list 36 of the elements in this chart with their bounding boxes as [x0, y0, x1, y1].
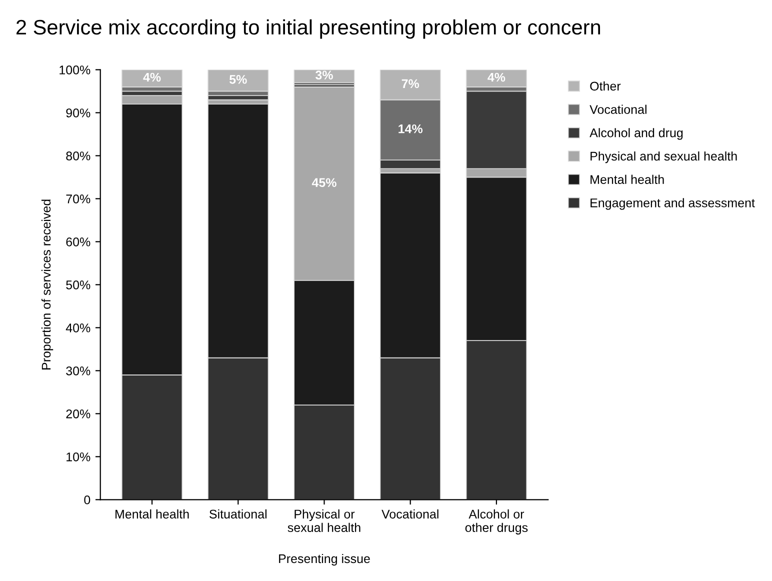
data-label: 5% — [229, 75, 247, 84]
legend-label: Physical and sexual health — [590, 151, 737, 164]
y-tick-label: 50% — [66, 280, 90, 290]
data-label: 7% — [402, 79, 420, 88]
y-axis-title: Proportion of services received — [41, 200, 54, 370]
legend-label: Alcohol and drug — [590, 128, 683, 140]
x-tick-label: Physical or sexual health — [288, 509, 360, 532]
x-tick-label: Vocational — [382, 509, 438, 519]
data-label: 14% — [398, 124, 423, 134]
data-label: 3% — [315, 70, 333, 80]
y-tick-label: 90% — [66, 108, 90, 118]
y-tick-label: 40% — [66, 323, 90, 332]
y-tick-label: 80% — [66, 152, 90, 160]
bar — [121, 70, 183, 88]
data-label: 4% — [143, 72, 161, 82]
bar — [294, 70, 355, 84]
y-tick-label: 10% — [66, 452, 90, 462]
legend-label: Engagement and assessment — [590, 198, 755, 210]
y-tick-label: 30% — [66, 366, 90, 376]
legend-label: Vocational — [590, 104, 646, 114]
x-tick-label: Mental health — [116, 509, 189, 519]
y-tick-label: 0 — [84, 495, 90, 504]
y-tick-label: 100% — [60, 66, 90, 74]
bar — [466, 70, 528, 88]
y-tick-label: 60% — [66, 237, 90, 246]
x-tick-label: Alcohol or other drugs — [465, 509, 528, 534]
x-axis-title: Presenting issue — [279, 554, 370, 566]
chart-title: 2 Service mix according to initial presenting problem or concern — [16, 19, 600, 39]
y-tick-label: 20% — [66, 409, 90, 418]
data-label: 45% — [312, 178, 336, 188]
legend-label: Mental health — [590, 174, 664, 184]
x-tick-label: Situational — [210, 509, 266, 519]
data-label: 4% — [488, 72, 506, 82]
legend-label: Other — [590, 81, 621, 91]
y-tick-label: 70% — [66, 194, 90, 204]
bar — [208, 70, 269, 92]
